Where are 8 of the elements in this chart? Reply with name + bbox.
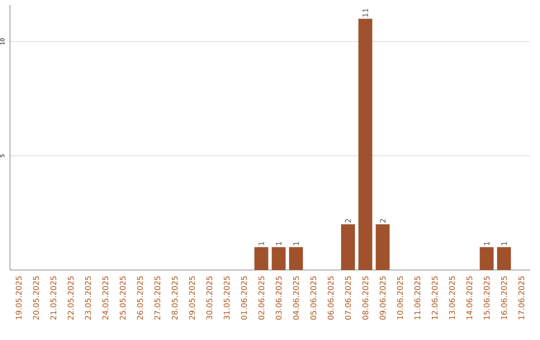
bar <box>480 247 494 270</box>
bar <box>254 247 268 270</box>
bar <box>358 18 372 270</box>
bar <box>272 247 286 270</box>
bar <box>497 247 511 270</box>
bar <box>341 224 355 270</box>
bar <box>289 247 303 270</box>
bar <box>376 224 390 270</box>
